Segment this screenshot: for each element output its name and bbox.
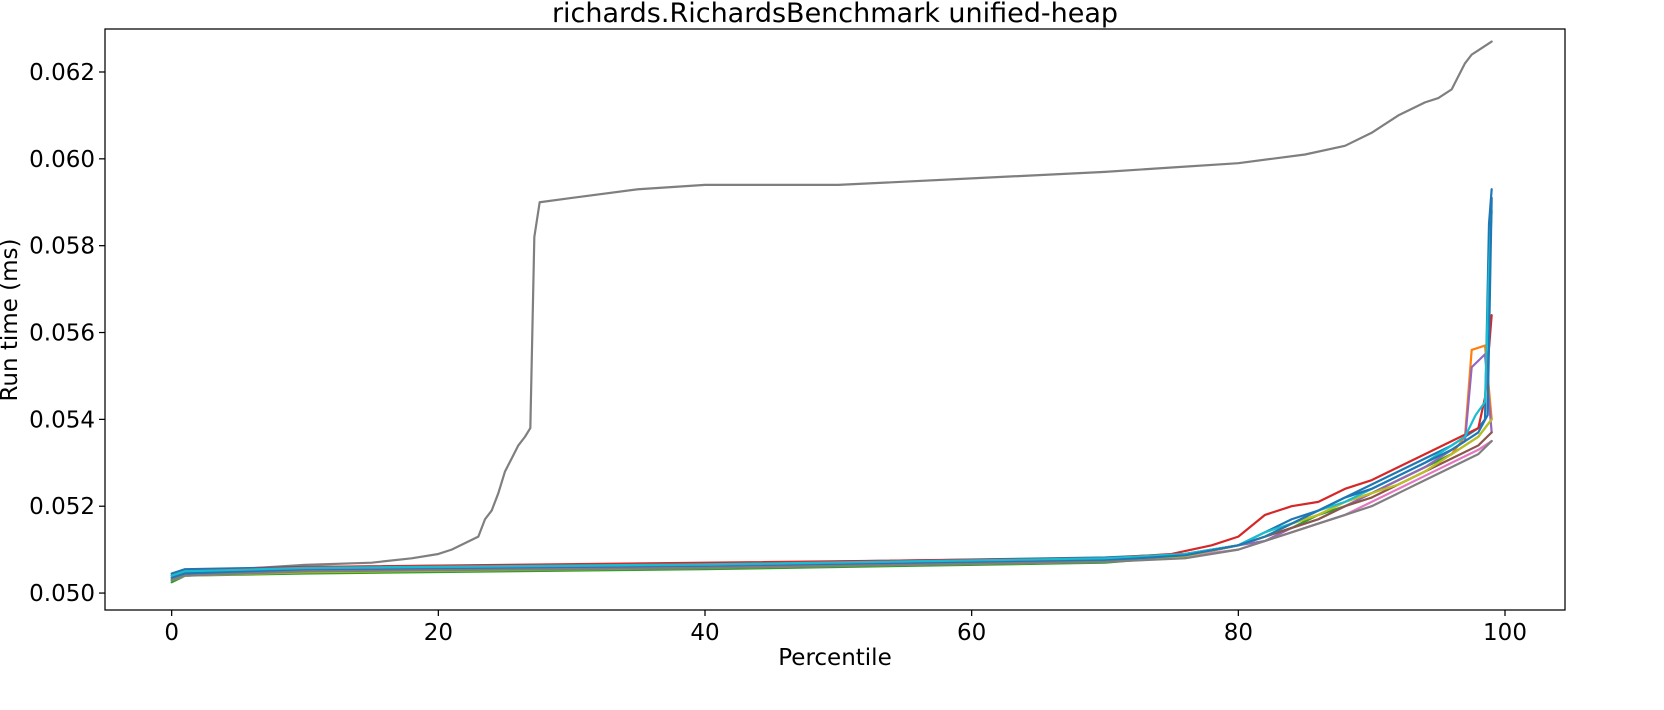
series-line-6 <box>170 353 1493 577</box>
chart-title: richards.RichardsBenchmark unified-heap <box>552 0 1118 29</box>
x-tick-label: 20 <box>424 620 453 646</box>
series-line-1 <box>170 40 1493 577</box>
series-line-5 <box>170 314 1493 577</box>
series-line-9 <box>170 418 1493 582</box>
plot-lines <box>170 40 1493 584</box>
y-tick-label: 0.060 <box>29 147 95 173</box>
y-tick-label: 0.058 <box>29 234 95 260</box>
x-axis-label: Percentile <box>778 645 891 671</box>
plot-frame <box>104 28 1566 611</box>
y-axis: 0.050 0.052 0.054 0.056 0.058 0.060 0.062 <box>29 60 105 607</box>
series-line-2 <box>170 188 1493 575</box>
series-line-11 <box>170 196 1493 579</box>
y-tick-label: 0.050 <box>29 581 95 607</box>
x-tick-label: 80 <box>1224 620 1253 646</box>
x-tick-label: 60 <box>957 620 986 646</box>
x-tick-label: 40 <box>690 620 719 646</box>
y-tick-label: 0.056 <box>29 321 95 347</box>
y-tick-label: 0.052 <box>29 494 95 520</box>
x-tick-label: 0 <box>164 620 179 646</box>
y-tick-label: 0.062 <box>29 60 95 86</box>
series-line-12 <box>170 439 1493 582</box>
series-line-4 <box>170 418 1493 584</box>
y-tick-label: 0.054 <box>29 407 95 433</box>
x-tick-label: 100 <box>1483 620 1527 646</box>
series-line-3 <box>170 344 1493 582</box>
series-line-8 <box>170 439 1493 582</box>
series-line-10 <box>170 209 1493 577</box>
x-axis: 0 20 40 60 80 100 <box>164 610 1527 646</box>
y-axis-label: Run time (ms) <box>0 238 23 401</box>
